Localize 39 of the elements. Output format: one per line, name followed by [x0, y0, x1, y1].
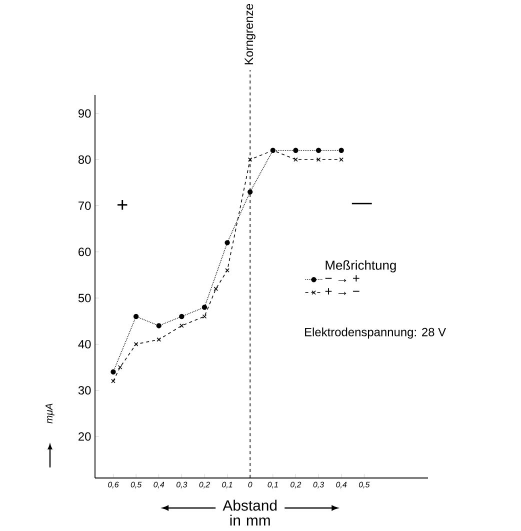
annotation: — — [352, 202, 372, 204]
point — [110, 369, 116, 374]
y-tick-label: 40 — [78, 340, 91, 348]
y-tick-label: 80 — [78, 155, 91, 164]
point — [214, 286, 218, 291]
point — [248, 189, 253, 194]
point — [118, 365, 122, 370]
point — [225, 268, 230, 273]
point — [134, 342, 138, 346]
point — [133, 314, 139, 320]
point — [180, 324, 184, 328]
point — [179, 314, 184, 320]
point — [338, 148, 344, 153]
point — [316, 157, 321, 162]
y-tick-label: 60 — [78, 248, 91, 256]
point — [248, 157, 252, 162]
point — [202, 304, 208, 310]
y-tick-label: 70 — [78, 202, 91, 210]
legend-label: − → + — [325, 275, 360, 282]
y-tick-label: 50 — [78, 294, 91, 302]
point — [156, 337, 162, 342]
point — [294, 157, 298, 162]
y-axis-title: mμA — [46, 404, 54, 424]
point — [156, 323, 162, 328]
annotation: + — [118, 200, 128, 210]
legend-label: + → − — [325, 288, 360, 295]
point — [111, 378, 116, 384]
y-tick-label: 30 — [78, 386, 91, 395]
point — [339, 157, 344, 162]
legend-title: Meßrichtung — [326, 260, 396, 272]
annotation: Elektrodenspannung: 28 V — [305, 328, 446, 339]
y-tick-label: 20 — [78, 432, 91, 441]
x-axis-title: Abstand in mm — [222, 500, 277, 526]
point — [316, 148, 322, 153]
point — [202, 314, 207, 319]
point — [224, 240, 230, 246]
ref-line-label: Korngrenze — [244, 4, 256, 64]
y-tick-label: 90 — [78, 109, 91, 118]
point — [293, 148, 298, 153]
